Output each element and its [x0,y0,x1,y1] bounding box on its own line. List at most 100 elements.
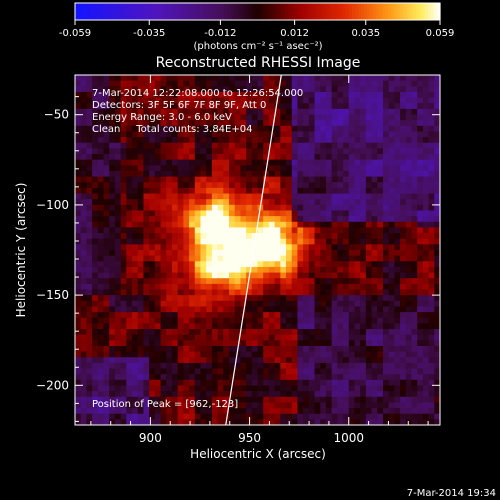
heatmap-cell [200,97,207,104]
heatmap-cell [223,159,230,166]
heatmap-cell [206,396,213,403]
heatmap-cell [103,244,110,251]
heatmap-cell [80,148,87,155]
heatmap-cell [103,125,110,132]
heatmap-cell [354,148,361,155]
heatmap-cell [251,97,258,104]
heatmap-cell [308,193,316,200]
heatmap-cell [348,379,355,386]
heatmap-cell [246,187,253,195]
heatmap-cell [103,108,110,116]
heatmap-cell [206,80,213,87]
heatmap-cell [137,340,144,347]
heatmap-cell [314,154,321,161]
heatmap-cell [377,216,384,223]
heatmap-cell [223,300,230,307]
heatmap-cell [80,210,87,217]
heatmap-cell [86,91,93,99]
colorbar-cell [397,3,402,20]
heatmap-cell [280,233,287,240]
heatmap-cell [251,300,258,307]
heatmap-cell [200,170,207,178]
heatmap-cell [417,131,424,138]
heatmap-cell [189,368,196,375]
heatmap-cell [171,408,179,415]
heatmap-cell [348,323,355,330]
heatmap-cell [120,345,127,353]
heatmap-cell [303,131,310,138]
heatmap-cell [183,374,190,381]
heatmap-cell [206,351,213,358]
heatmap-cell [286,238,293,245]
heatmap-cell [291,362,298,370]
heatmap-cell [103,204,110,211]
heatmap-cell [360,351,367,358]
heatmap-cell [211,323,219,330]
heatmap-cell [97,289,105,296]
heatmap-cell [97,103,105,110]
heatmap-cell [337,227,344,234]
heatmap-cell [297,103,304,110]
heatmap-cell [189,323,196,330]
heatmap-cell [280,75,287,82]
heatmap-cell [400,396,407,403]
heatmap-cell [234,351,241,358]
heatmap-cell [251,91,258,99]
heatmap-cell [211,300,219,307]
heatmap-cell [183,170,190,178]
heatmap-cell [257,374,264,381]
heatmap-cell [428,329,435,336]
heatmap-cell [160,91,167,99]
solar-limb-line [225,74,282,426]
heatmap-cell [268,216,276,223]
heatmap-cell [286,289,293,296]
heatmap-cell [246,176,253,183]
heatmap-cell [189,154,196,161]
heatmap-cell [297,86,304,93]
heatmap-cell [417,312,424,319]
heatmap-cell [75,300,82,307]
heatmap-cell [92,300,99,307]
heatmap-cell [422,345,430,353]
heatmap-cell [417,362,424,370]
heatmap-cell [211,244,219,251]
heatmap-cell [263,103,270,110]
heatmap-cell [365,86,373,93]
heatmap-cell [257,114,264,121]
heatmap-cell [160,244,167,251]
heatmap-cell [154,345,162,353]
heatmap-cell [228,193,236,200]
heatmap-cell [97,317,105,324]
heatmap-cell [234,306,241,313]
heatmap-cell [171,165,179,172]
heatmap-cell [343,114,350,121]
heatmap-cell [422,204,430,211]
heatmap-cell [291,154,298,161]
heatmap-cell [417,357,424,364]
heatmap-cell [382,86,390,93]
heatmap-cell [97,91,105,99]
heatmap-cell [86,261,93,268]
heatmap-cell [149,176,156,183]
colorbar-cell [202,3,207,20]
heatmap-cell [314,419,321,426]
heatmap-cell [388,216,395,223]
heatmap-cell [132,154,139,161]
heatmap-cell [405,204,412,211]
heatmap-cell [194,210,201,217]
heatmap-cell [80,159,87,166]
heatmap-cell [143,193,150,200]
heatmap-cell [388,108,395,116]
heatmap-cell [280,187,287,195]
heatmap-cell [166,97,173,104]
heatmap-cell [263,97,270,104]
heatmap-cell [428,216,435,223]
heatmap-cell [388,391,395,398]
heatmap-cell [325,278,333,285]
heatmap-cell [382,385,390,392]
heatmap-cell [268,142,276,149]
heatmap-cell [371,323,378,330]
colorbar-cell [141,3,146,20]
heatmap-cell [143,300,150,307]
colorbar-cell [312,3,316,20]
